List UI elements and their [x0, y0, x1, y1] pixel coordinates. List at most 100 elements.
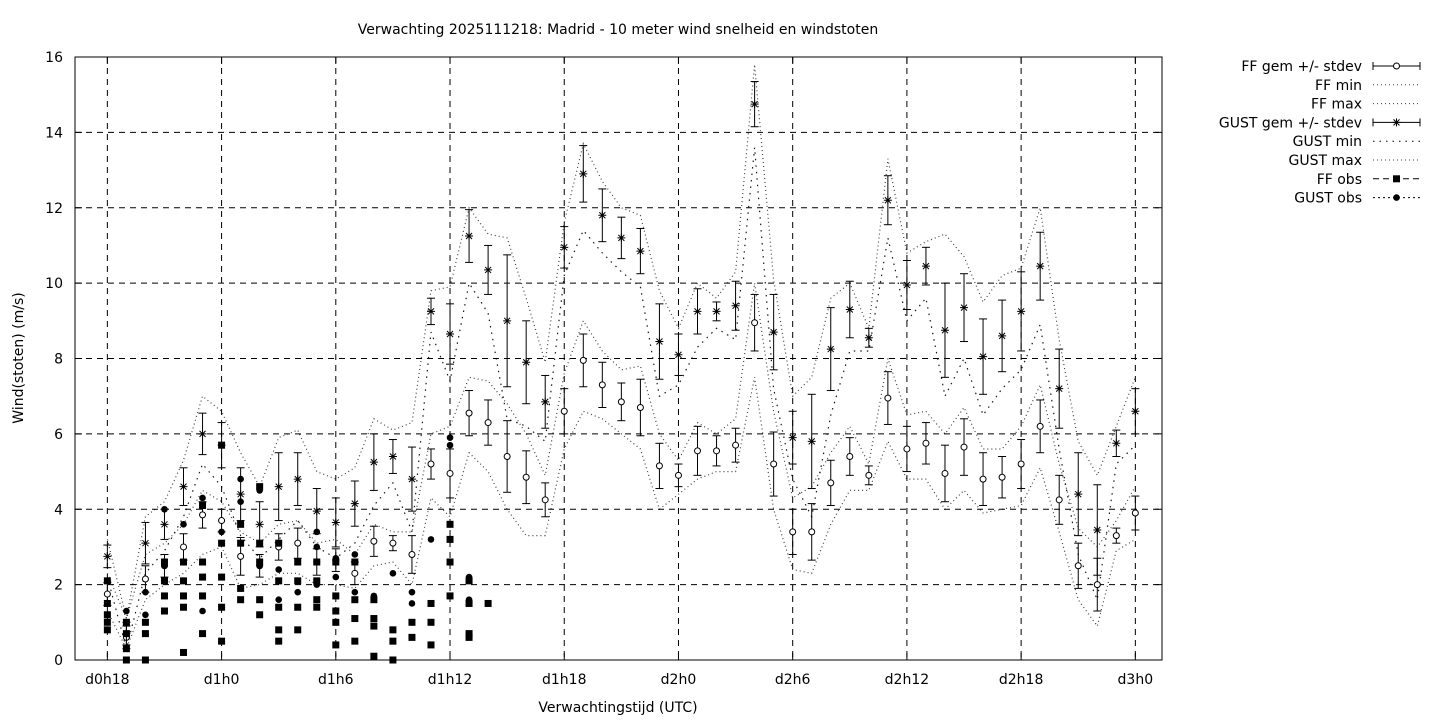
ff-obs-point [256, 611, 264, 619]
ff-mean-point [617, 398, 625, 406]
gust-mean-point [617, 233, 626, 242]
gust-obs-point [180, 521, 187, 528]
ff-obs-point [370, 596, 378, 604]
gust-mean-point [1036, 262, 1045, 271]
gust-obs-point [465, 596, 473, 603]
ff-mean-point [903, 445, 911, 453]
ff-mean-point [294, 539, 302, 547]
ff-obs-point [199, 573, 207, 581]
ff-mean-point [351, 569, 359, 577]
ff-obs-point [160, 577, 168, 585]
ff-obs-point [237, 596, 245, 604]
gust-obs-point [446, 441, 454, 449]
gust-obs-point [123, 619, 130, 626]
gust-mean-point [407, 475, 416, 484]
ff-obs-point [256, 483, 264, 491]
ff-obs-point [199, 630, 207, 638]
ff-mean-point [732, 441, 740, 449]
legend-label: FF min [1315, 78, 1362, 94]
series-gust-obs [104, 434, 473, 637]
gust-obs-point [199, 502, 206, 509]
gust-obs-point [237, 498, 244, 506]
gust-mean-point [179, 482, 188, 491]
chart-title: Verwachting 2025111218: Madrid - 10 mete… [358, 22, 878, 38]
gust-obs-point [446, 434, 454, 441]
gust-mean-point [522, 358, 531, 367]
gust-mean-point [960, 303, 969, 312]
x-tick-label: d1h6 [318, 672, 354, 688]
ff-mean-point [655, 462, 663, 470]
gust-mean-point [655, 337, 664, 346]
gust-mean-point [883, 196, 892, 205]
y-axis-label: Wind(stoten) (m/s) [11, 292, 27, 423]
ff-mean-point [218, 517, 226, 525]
ff-obs-point [427, 641, 435, 649]
legend-marker [1392, 118, 1401, 127]
series-gust-gem-stdev [103, 80, 1140, 646]
ff-obs-point [351, 596, 359, 604]
x-tick-label: d1h12 [428, 672, 472, 688]
ff-mean-point [941, 469, 949, 477]
ff-obs-point [141, 630, 149, 638]
gust-mean-point [541, 397, 550, 406]
gust-mean-point [331, 518, 340, 527]
ff-obs-point [103, 611, 111, 619]
ff-mean-point [141, 575, 149, 583]
ff-obs-point [199, 592, 207, 600]
ff-obs-point [237, 584, 245, 592]
ff-mean-point [541, 496, 549, 504]
gust-mean-point [769, 328, 778, 337]
gust-obs-point [123, 607, 130, 615]
gust-mean-point [712, 307, 721, 316]
gust-obs-point [199, 494, 206, 502]
gust-mean-point [1055, 384, 1064, 393]
gust-mean-point [388, 452, 397, 461]
ff-obs-point [427, 618, 435, 626]
ff-obs-point [313, 558, 321, 566]
axis-ticks: 0 2 4 6 8 10 12 14 16 d0h18 d1h0 d1h6 d1h12 d1h18 d2h0… [45, 50, 1162, 688]
ff-mean-point [636, 403, 644, 411]
ff-mean-point [884, 394, 892, 402]
legend-marker [1393, 62, 1400, 70]
ff-mean-point [922, 439, 930, 447]
gust-obs-point [427, 536, 435, 543]
gust-obs-point [351, 551, 359, 558]
gust-obs-point [218, 441, 225, 449]
y-tick-label: 6 [54, 427, 63, 443]
gust-mean-point [1112, 439, 1121, 448]
grid [75, 57, 1162, 660]
gust-mean-point [141, 539, 150, 548]
ff-obs-point [275, 603, 283, 611]
ff-mean-point [370, 537, 378, 545]
ff-mean-point [598, 381, 606, 389]
gust-mean-point [198, 429, 207, 438]
y-tick-label: 16 [45, 50, 63, 66]
ff-mean-point [503, 452, 511, 460]
gust-mean-point [503, 316, 512, 325]
ff-obs-point [370, 652, 378, 660]
ff-obs-point [446, 535, 454, 543]
gust-obs-point [294, 558, 302, 566]
ff-mean-point [1055, 496, 1063, 504]
gust-obs-point [275, 626, 282, 634]
gust-mean-point [598, 211, 607, 220]
ff-obs-point [103, 618, 111, 626]
ff-mean-point [1074, 562, 1082, 570]
ff-mean-point [579, 356, 587, 364]
ff-obs-point [199, 558, 207, 566]
gust-mean-point [560, 243, 569, 252]
y-tick-label: 8 [54, 352, 63, 368]
gust-obs-point [313, 543, 321, 551]
legend-label: FF obs [1317, 172, 1362, 188]
gust-obs-point [275, 596, 282, 603]
ff-mean-point [560, 407, 568, 415]
ff-obs-point [370, 615, 378, 623]
ff-mean-point [389, 539, 397, 547]
legend-label: FF max [1311, 97, 1362, 113]
ff-obs-point [103, 626, 111, 634]
legend-label: GUST max [1289, 153, 1363, 169]
ff-mean-point [694, 447, 702, 455]
ff-obs-point [218, 573, 226, 581]
gust-mean-point [236, 490, 245, 499]
gust-mean-point [693, 307, 702, 316]
